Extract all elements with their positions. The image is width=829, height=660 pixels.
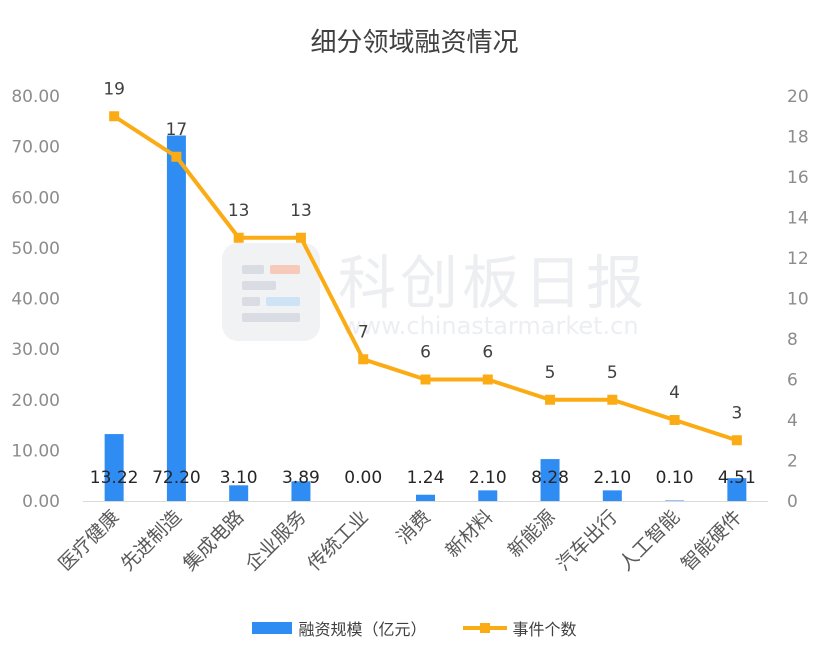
- y-right-tick-label: 8: [787, 330, 798, 350]
- y-right-tick-label: 6: [787, 371, 798, 391]
- legend-item-line[interactable]: 事件个数: [462, 616, 577, 640]
- line-data-label: 13: [228, 201, 250, 221]
- y-left-tick-label: 70.00: [11, 138, 60, 158]
- x-tick-label: 新能源: [504, 506, 560, 562]
- x-tick-label: 智能硬件: [677, 506, 746, 575]
- x-tick-label: 先进制造: [117, 506, 186, 575]
- y-left-tick-label: 20.00: [11, 391, 60, 411]
- y-left-tick-label: 40.00: [11, 290, 60, 310]
- bar: [104, 434, 124, 501]
- y-left-tick-label: 60.00: [11, 188, 60, 208]
- line-data-label: 6: [482, 343, 493, 363]
- y-right-tick-label: 10: [787, 290, 809, 310]
- chart-title: 细分领域融资情况: [310, 28, 519, 58]
- bar: [291, 481, 311, 501]
- bar: [665, 500, 685, 501]
- legend-bar-label: 融资规模（亿元）: [298, 620, 427, 639]
- x-tick-label: 新材料: [441, 506, 497, 562]
- legend-bar-swatch: [252, 622, 293, 634]
- line-data-label: 4: [669, 383, 680, 403]
- x-tick-label: 传统工业: [303, 506, 372, 575]
- bar: [602, 490, 622, 501]
- line-point: [358, 354, 369, 365]
- bar-data-label: 0.00: [344, 468, 382, 488]
- line-point: [295, 232, 306, 243]
- y-left-tick-label: 50.00: [11, 239, 60, 259]
- x-tick-label: 企业服务: [241, 506, 310, 575]
- line-data-label: 5: [607, 363, 618, 383]
- bar-data-label: 2.10: [593, 468, 631, 488]
- line-data-label: 5: [545, 363, 556, 383]
- bar-data-label: 72.20: [152, 468, 201, 488]
- bar-data-label: 0.10: [656, 468, 694, 488]
- legend-line-swatch: [462, 621, 507, 635]
- line-series: [113, 114, 738, 443]
- y-right-tick-label: 18: [787, 128, 809, 148]
- y-right-tick-label: 14: [787, 209, 809, 229]
- bar-data-label: 3.89: [282, 468, 320, 488]
- bar: [416, 494, 435, 501]
- y-left-tick-label: 30.00: [11, 340, 60, 360]
- bar-data-label: 8.28: [531, 468, 569, 488]
- line-data-label: 13: [290, 201, 312, 221]
- y-right-tick-label: 2: [787, 452, 798, 472]
- line-point: [669, 415, 680, 425]
- y-left-tick-label: 0.00: [22, 492, 60, 512]
- y-right-tick-label: 20: [787, 87, 809, 107]
- y-right-tick-label: 12: [787, 249, 809, 269]
- line-point: [545, 394, 556, 405]
- line-data-label: 19: [103, 79, 125, 99]
- line-point: [607, 394, 618, 405]
- line-data-label: 3: [731, 403, 742, 423]
- y-right-tick-label: 0: [787, 492, 798, 512]
- bar: [166, 135, 186, 502]
- bar: [540, 459, 560, 501]
- y-left-tick-label: 10.00: [11, 441, 60, 461]
- legend: 融资规模（亿元） 事件个数: [0, 616, 829, 640]
- line-data-label: 7: [358, 322, 369, 342]
- legend-line-label: 事件个数: [512, 620, 577, 639]
- line-data-label: 17: [166, 120, 188, 140]
- x-tick-label: 医疗健康: [54, 506, 123, 575]
- line-point: [171, 151, 182, 162]
- line-point: [731, 435, 742, 446]
- watermark-url: www.chinastarmarket.cn: [342, 312, 639, 340]
- y-right-tick-label: 16: [787, 168, 809, 188]
- bar: [478, 490, 498, 501]
- bar-data-label: 2.10: [469, 468, 507, 488]
- bar-data-label: 13.22: [90, 468, 139, 488]
- x-tick-label: 汽车出行: [553, 506, 622, 575]
- x-tick-label: 消费: [393, 506, 435, 548]
- line-data-label: 6: [420, 343, 431, 363]
- line-point: [482, 374, 493, 385]
- x-tick-label: 集成电路: [179, 506, 248, 575]
- x-tick-label: 人工智能: [615, 506, 684, 575]
- y-right-tick-label: 4: [787, 411, 798, 431]
- bar-data-label: 3.10: [220, 468, 258, 488]
- bar: [727, 478, 747, 501]
- y-left-tick-label: 80.00: [11, 87, 60, 107]
- watermark-logo: [222, 243, 320, 341]
- bar: [229, 485, 249, 501]
- line-point: [233, 232, 244, 243]
- bar-data-label: 1.24: [407, 468, 445, 488]
- legend-item-bar[interactable]: 融资规模（亿元）: [252, 616, 427, 640]
- watermark-brand: 科创板日报: [338, 249, 649, 317]
- line-point: [109, 111, 120, 122]
- bar-data-label: 4.51: [718, 468, 756, 488]
- line-point: [420, 374, 431, 385]
